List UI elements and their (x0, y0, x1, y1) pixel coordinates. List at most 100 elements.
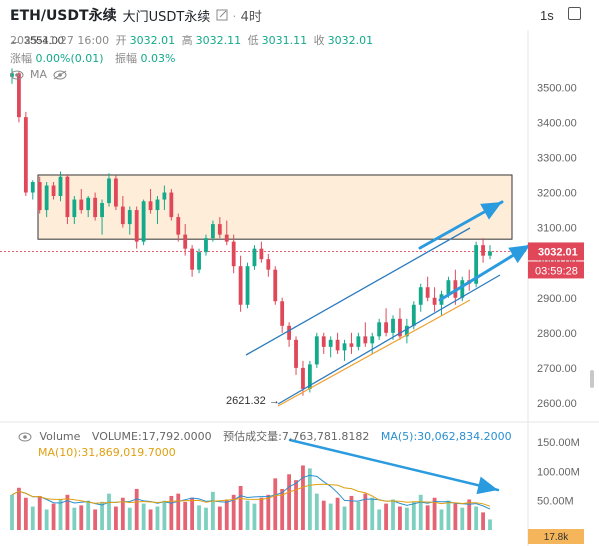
volume-tick-label: 50.00M (537, 496, 574, 508)
header-separator: · (232, 7, 237, 23)
volume-bar (356, 501, 361, 530)
timeframe-label[interactable]: 4时 (240, 9, 262, 25)
candle-body (141, 201, 146, 242)
maximize-icon[interactable] (568, 7, 581, 20)
candle-body (51, 185, 56, 197)
candle-body (301, 367, 305, 389)
countdown-value: 03:59:28 (535, 265, 578, 277)
candle-body (120, 206, 125, 225)
candle-body (86, 197, 91, 211)
volume-bar (384, 503, 388, 530)
venue-label: 大门USDT永续 (122, 9, 211, 25)
volume-bar (328, 503, 333, 530)
candle-body (245, 266, 250, 305)
candle-body (231, 241, 236, 267)
ma-label[interactable]: MA (30, 68, 48, 81)
volume-bar (224, 499, 229, 530)
volume-bar (460, 507, 465, 530)
eye-off-icon[interactable] (53, 70, 67, 80)
volume-eye-icon[interactable] (18, 432, 32, 442)
close-label: 收 (313, 34, 325, 47)
candle-body (411, 304, 416, 326)
candle-body (127, 210, 132, 225)
high-marker-label: ← 3554.00 (10, 35, 64, 47)
candle-body (224, 234, 229, 242)
candle-body (391, 318, 395, 333)
price-tick-label: 3500.00 (537, 82, 577, 94)
candle-body (446, 280, 451, 295)
volume-bar (411, 501, 416, 530)
volume-bar (418, 494, 423, 530)
ohlc-info: 2025-11-27 16:00 开 3032.01 高 3032.11 低 3031… (10, 32, 376, 48)
volume-bar (391, 499, 395, 530)
candle-body (148, 201, 153, 211)
channel-support-line (277, 299, 471, 407)
candle-body (314, 336, 319, 365)
volume-bar (114, 506, 118, 530)
candle-body (210, 224, 215, 239)
volume-bar (183, 501, 188, 530)
volume-bar (439, 509, 444, 530)
volume-info: Volume VOLUME:17,792.0000 预估成交量:7,763,78… (18, 428, 520, 444)
volume-bar (238, 486, 243, 530)
volume-bar (301, 465, 305, 530)
volume-bar (93, 509, 98, 530)
volume-ma5: MA(5):30,062,834.2000 (380, 430, 512, 443)
volume-bar (474, 506, 479, 530)
candle-body (107, 178, 111, 204)
interval-button[interactable]: 1s (540, 8, 554, 23)
volume-bar (58, 499, 63, 530)
price-tick-label: 3100.00 (537, 223, 577, 235)
volume-bar (72, 507, 77, 530)
edit-icon[interactable] (216, 9, 228, 21)
symbol-title[interactable]: ETH/USDT永续 (10, 8, 117, 24)
candle-body (349, 343, 354, 347)
candle-body (398, 318, 402, 337)
volume-bar (10, 494, 14, 530)
volume-bar (141, 503, 146, 530)
volume-bar (252, 503, 257, 530)
volume-bar (398, 506, 402, 530)
current-price-value: 3032.01 (538, 246, 578, 258)
estimated-volume: 预估成交量:7,763,781.8182 (223, 430, 370, 443)
high-value: 3032.11 (195, 34, 242, 47)
volume-bar (107, 493, 111, 530)
lower-trend-arrow-head (508, 245, 530, 264)
change-value: 0.00%(0.01) (35, 52, 104, 65)
close-value: 3032.01 (327, 34, 374, 47)
volume-bar (404, 507, 409, 530)
volume-ma10-line (11, 483, 491, 507)
eye-icon[interactable] (10, 70, 24, 80)
candle-body (384, 322, 388, 333)
volume-bar (169, 495, 174, 530)
candle-body (321, 336, 326, 347)
candle-body (176, 217, 181, 235)
current-price-badge (528, 242, 584, 261)
low-marker-label: 2621.32 → (226, 395, 280, 407)
volume-bar (190, 497, 195, 530)
volume-bar (467, 499, 472, 530)
candle-body (72, 199, 77, 218)
scrollbar-thumb[interactable] (590, 370, 594, 388)
volume-bar (217, 506, 222, 530)
volume-bar (17, 487, 21, 530)
price-axis-bg (528, 30, 599, 546)
candle-body (294, 339, 298, 368)
volume-tick-label: 100.00M (537, 466, 580, 478)
high-label: 高 (181, 34, 193, 47)
volume-bar (377, 509, 382, 530)
candle-body (10, 73, 14, 77)
volume-tick-label: 150.00M (537, 437, 580, 449)
candle-body (114, 178, 118, 207)
volume-bar (23, 497, 28, 530)
volume-bar (100, 501, 104, 530)
volume-bar (446, 500, 451, 530)
volume-bar (273, 478, 278, 530)
candle-body (307, 364, 312, 389)
candle-body (273, 269, 278, 302)
volume-bar (231, 494, 236, 530)
candle-body (197, 252, 201, 270)
candle-date: 2025-11-27 16:00 (10, 34, 110, 47)
candle-body (204, 238, 208, 253)
